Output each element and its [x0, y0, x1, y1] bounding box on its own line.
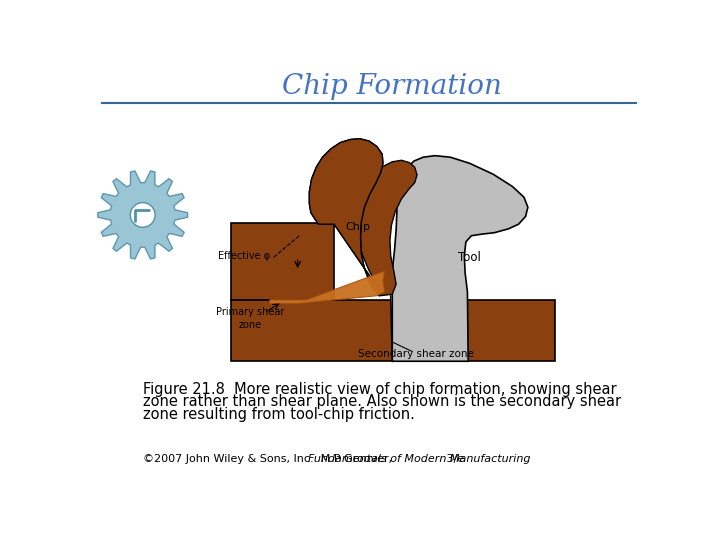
Polygon shape	[310, 139, 383, 296]
Text: zone resulting from tool‑chip friction.: zone resulting from tool‑chip friction.	[143, 407, 415, 422]
Text: Primary shear
zone: Primary shear zone	[216, 307, 284, 330]
Text: Fundamentals of Modern Manufacturing: Fundamentals of Modern Manufacturing	[308, 455, 531, 464]
Text: Chip Formation: Chip Formation	[282, 73, 502, 100]
Polygon shape	[231, 222, 334, 300]
Polygon shape	[98, 171, 188, 259]
Text: ©2007 John Wiley & Sons, Inc.  M P Groover,: ©2007 John Wiley & Sons, Inc. M P Groove…	[143, 455, 395, 464]
Polygon shape	[391, 156, 528, 361]
Text: Secondary shear zone: Secondary shear zone	[358, 348, 474, 359]
Polygon shape	[231, 300, 555, 361]
Polygon shape	[270, 271, 384, 303]
Text: 3/e: 3/e	[444, 455, 464, 464]
Text: Effective φ: Effective φ	[218, 251, 271, 261]
Polygon shape	[310, 139, 417, 296]
Text: zone rather than shear plane. Also shown is the secondary shear: zone rather than shear plane. Also shown…	[143, 394, 621, 409]
Circle shape	[130, 202, 155, 227]
Text: Figure 21.8  More realistic view of chip formation, showing shear: Figure 21.8 More realistic view of chip …	[143, 382, 616, 397]
Text: Chip: Chip	[345, 221, 370, 232]
Text: Tool: Tool	[459, 251, 481, 264]
